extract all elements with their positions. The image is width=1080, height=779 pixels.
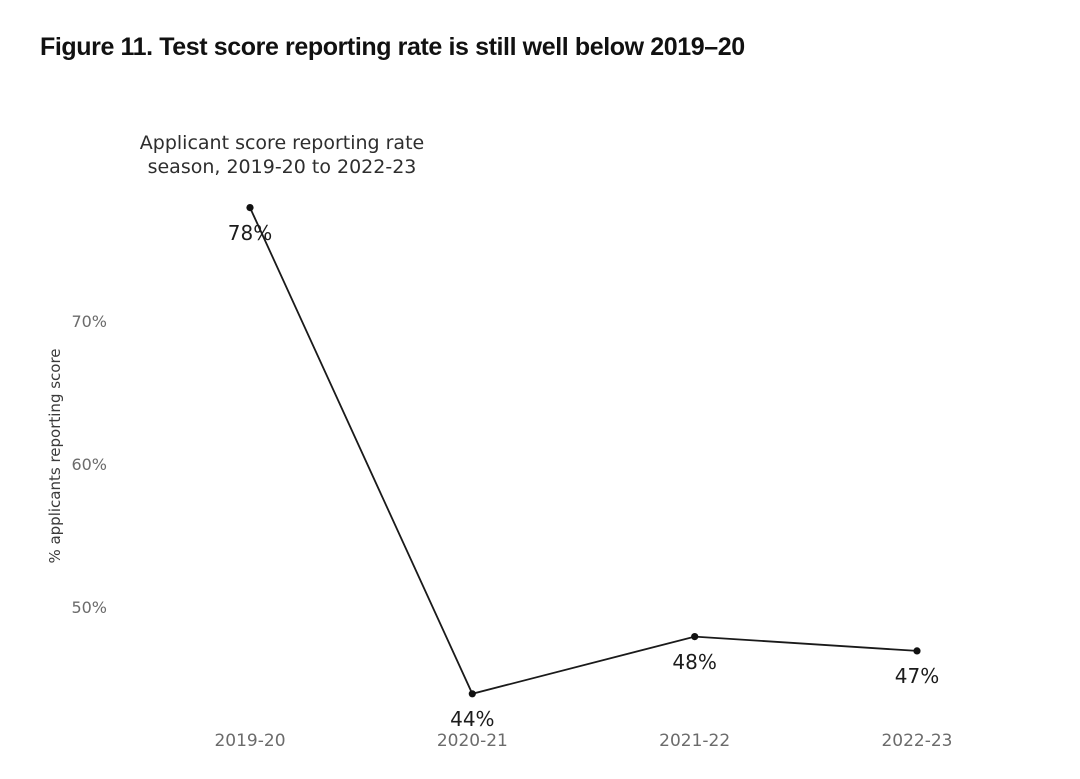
data-point-2020-21	[468, 690, 476, 698]
point-label: 48%	[672, 649, 717, 674]
x-tick-label: 2020-21	[436, 731, 508, 751]
point-label: 78%	[227, 220, 273, 245]
point-label: 44%	[450, 706, 495, 731]
x-tick-label: 2021-22	[659, 731, 731, 751]
data-point-2021-22	[691, 633, 699, 641]
chart-title: Applicant score reporting rate season, 2…	[139, 132, 425, 178]
figure-title: Figure 11. Test score reporting rate is …	[40, 33, 745, 61]
y-tick-label: 60%	[71, 455, 107, 474]
y-tick-label: 70%	[71, 312, 107, 331]
trend-line	[249, 207, 918, 695]
data-point-2019-20	[246, 204, 254, 212]
point-label: 47%	[894, 663, 940, 688]
y-tick-label: 50%	[71, 598, 107, 617]
data-point-2022-23	[913, 647, 921, 655]
x-tick-label: 2022-23	[881, 731, 953, 751]
x-tick-label: 2019-20	[214, 731, 286, 751]
